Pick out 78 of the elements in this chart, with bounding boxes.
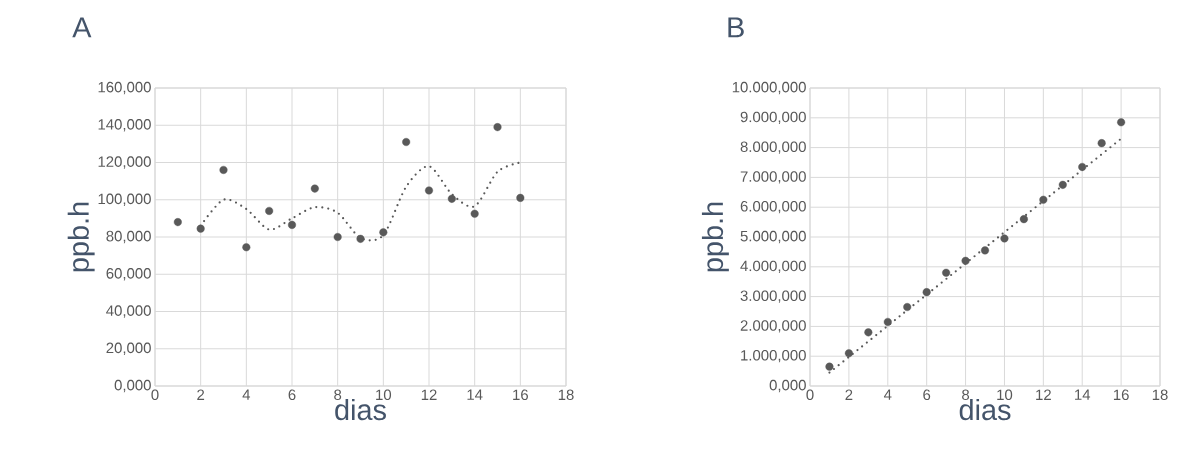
- x-tick-label: 10: [997, 389, 1013, 401]
- y-tick-label: 3.000,000: [740, 290, 806, 303]
- point: [288, 220, 296, 229]
- y-tick-label: 140,000: [98, 119, 151, 132]
- point: [1019, 215, 1028, 224]
- point: [493, 123, 502, 132]
- y-tick-label: 0,000: [769, 379, 806, 393]
- chart-title: B: [728, 17, 744, 38]
- x-tick-label: 10: [376, 389, 392, 401]
- point: [1078, 162, 1087, 171]
- y-tick-label: 60,000: [106, 268, 151, 281]
- point: [1000, 234, 1009, 243]
- point: [265, 206, 274, 215]
- point: [1097, 139, 1106, 148]
- x-tick-label: 18: [558, 389, 574, 401]
- point: [310, 184, 319, 193]
- point: [447, 194, 456, 203]
- x-tick-label: 12: [421, 389, 437, 400]
- x-tick-label: 4: [242, 389, 251, 400]
- x-tick-label: 2: [845, 389, 853, 400]
- x-tick-label: 16: [513, 389, 528, 401]
- y-tick-label: 100,000: [98, 193, 151, 206]
- x-tick-label: 6: [923, 389, 931, 401]
- y-tick-label: 1.000,000: [741, 350, 806, 363]
- point: [242, 243, 251, 252]
- y-axis-title: ppb.h: [67, 202, 95, 272]
- y-tick-label: 4.000,000: [740, 260, 806, 273]
- point: [379, 228, 388, 237]
- y-tick-label: 80,000: [106, 230, 151, 244]
- y-tick-label: 6.000,000: [740, 201, 806, 214]
- y-tick-label: 7.000,000: [740, 171, 806, 184]
- point: [942, 268, 951, 277]
- x-tick-label: 14: [1075, 389, 1091, 400]
- x-tick-label: 0: [806, 389, 814, 401]
- point: [470, 209, 479, 218]
- chart-title: A: [72, 17, 92, 38]
- point: [961, 256, 970, 265]
- point: [173, 218, 182, 227]
- x-tick-label: 12: [1036, 389, 1051, 400]
- point: [883, 317, 892, 326]
- y-tick-label: 0,000: [114, 379, 151, 393]
- point: [1058, 180, 1067, 189]
- x-tick-label: 8: [334, 389, 342, 401]
- point: [903, 303, 912, 312]
- point: [402, 138, 411, 147]
- y-axis-title: ppb.h: [701, 202, 729, 272]
- point: [864, 328, 873, 337]
- x-axis-title: dias: [959, 398, 1011, 421]
- y-tick-label: 5.000,000: [740, 230, 806, 244]
- point: [356, 234, 365, 243]
- point: [219, 165, 228, 174]
- point: [922, 288, 931, 297]
- point: [516, 193, 525, 202]
- y-tick-label: 160,000: [98, 81, 151, 95]
- point: [425, 186, 433, 195]
- y-tick-label: 20,000: [106, 342, 151, 355]
- x-tick-label: 14: [467, 389, 483, 400]
- point: [1039, 195, 1048, 204]
- y-tick-label: 120,000: [98, 156, 151, 169]
- x-tick-label: 8: [962, 389, 970, 401]
- y-tick-label: 40,000: [106, 305, 151, 318]
- x-tick-label: 16: [1113, 389, 1129, 401]
- y-tick-label: 9.000,000: [740, 111, 806, 124]
- point: [1117, 118, 1126, 127]
- x-tick-label: 2: [197, 389, 205, 400]
- point: [981, 246, 990, 255]
- point: [825, 362, 834, 371]
- x-tick-label: 6: [288, 389, 296, 401]
- x-tick-label: 0: [151, 389, 159, 401]
- y-tick-label: 2.000,000: [740, 320, 806, 333]
- point: [844, 349, 853, 358]
- y-tick-label: 10.000,000: [732, 81, 806, 95]
- x-axis-title: dias: [335, 398, 386, 421]
- x-tick-label: 18: [1152, 389, 1168, 401]
- x-tick-label: 4: [883, 389, 892, 400]
- y-tick-label: 8.000,000: [740, 141, 806, 154]
- point: [196, 224, 205, 233]
- point: [333, 233, 342, 241]
